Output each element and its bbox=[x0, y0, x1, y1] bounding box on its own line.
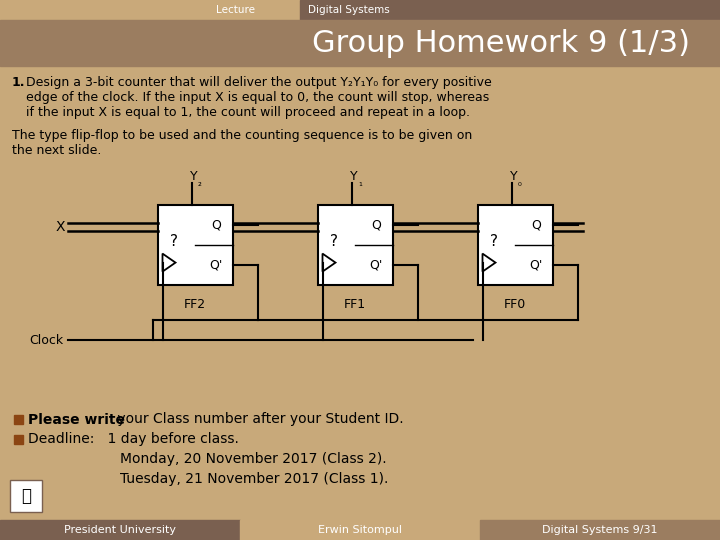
Text: Lecture: Lecture bbox=[216, 5, 255, 15]
Bar bbox=[0, 520, 240, 540]
Text: ₂: ₂ bbox=[198, 178, 202, 188]
Text: FF1: FF1 bbox=[344, 298, 366, 311]
Text: Please write: Please write bbox=[28, 413, 125, 427]
Text: President University: President University bbox=[64, 525, 176, 535]
Text: FF0: FF0 bbox=[504, 298, 526, 311]
Text: Q': Q' bbox=[529, 259, 543, 272]
Text: Q': Q' bbox=[210, 259, 222, 272]
Text: the next slide.: the next slide. bbox=[12, 144, 102, 157]
Text: 1.: 1. bbox=[12, 76, 25, 89]
Bar bbox=[14, 435, 23, 444]
Text: Q: Q bbox=[371, 219, 381, 232]
Text: ?: ? bbox=[330, 233, 338, 248]
Bar bbox=[240, 520, 480, 540]
Bar bbox=[477, 205, 552, 285]
Bar bbox=[14, 415, 23, 424]
Text: Erwin Sitompul: Erwin Sitompul bbox=[318, 525, 402, 535]
Text: Y: Y bbox=[350, 170, 358, 183]
Bar bbox=[0, 66, 720, 540]
Text: Group Homework 9 (1/3): Group Homework 9 (1/3) bbox=[312, 29, 690, 57]
Text: Digital Systems 9/31: Digital Systems 9/31 bbox=[542, 525, 658, 535]
Bar bbox=[300, 0, 720, 20]
Text: ?: ? bbox=[490, 233, 498, 248]
Bar bbox=[480, 520, 720, 540]
Text: Digital Systems: Digital Systems bbox=[308, 5, 390, 15]
Text: ₁: ₁ bbox=[358, 178, 362, 188]
Text: 🏛: 🏛 bbox=[21, 487, 31, 505]
Text: FF2: FF2 bbox=[184, 298, 206, 311]
Text: The type flip-flop to be used and the counting sequence is to be given on: The type flip-flop to be used and the co… bbox=[12, 129, 472, 142]
Text: Q: Q bbox=[211, 219, 221, 232]
Text: Y: Y bbox=[510, 170, 518, 183]
Text: Design a 3-bit counter that will deliver the output Y₂Y₁Y₀ for every positive: Design a 3-bit counter that will deliver… bbox=[26, 76, 492, 89]
Bar bbox=[0, 0, 300, 20]
Text: edge of the clock. If the input X is equal to 0, the count will stop, whereas: edge of the clock. If the input X is equ… bbox=[26, 91, 490, 104]
Text: Tuesday, 21 November 2017 (Class 1).: Tuesday, 21 November 2017 (Class 1). bbox=[120, 472, 388, 487]
Bar bbox=[318, 205, 392, 285]
Text: if the input X is equal to 1, the count will proceed and repeat in a loop.: if the input X is equal to 1, the count … bbox=[26, 106, 470, 119]
Text: Q: Q bbox=[531, 219, 541, 232]
Text: Y: Y bbox=[190, 170, 197, 183]
Text: your Class number after your Student ID.: your Class number after your Student ID. bbox=[113, 413, 404, 427]
Text: Q': Q' bbox=[369, 259, 383, 272]
Text: ₀: ₀ bbox=[518, 178, 522, 188]
Bar bbox=[158, 205, 233, 285]
Text: X: X bbox=[55, 220, 65, 234]
Text: Deadline:   1 day before class.: Deadline: 1 day before class. bbox=[28, 433, 239, 447]
Text: Monday, 20 November 2017 (Class 2).: Monday, 20 November 2017 (Class 2). bbox=[120, 453, 387, 467]
Bar bbox=[0, 20, 720, 66]
Bar bbox=[10, 480, 42, 512]
Text: ?: ? bbox=[170, 233, 178, 248]
Text: Clock: Clock bbox=[29, 334, 63, 347]
